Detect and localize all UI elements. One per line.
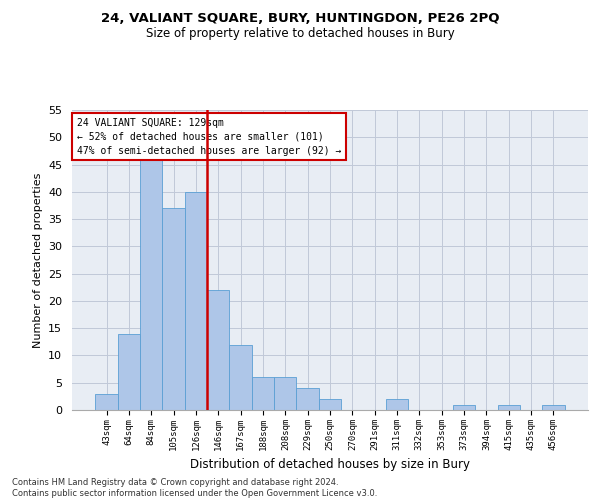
Bar: [207, 290, 229, 410]
Bar: [163, 208, 185, 410]
Bar: [542, 404, 565, 410]
Bar: [453, 404, 475, 410]
Bar: [252, 378, 274, 410]
Text: Size of property relative to detached houses in Bury: Size of property relative to detached ho…: [146, 28, 454, 40]
Y-axis label: Number of detached properties: Number of detached properties: [32, 172, 43, 348]
Bar: [319, 399, 341, 410]
X-axis label: Distribution of detached houses by size in Bury: Distribution of detached houses by size …: [190, 458, 470, 471]
Bar: [95, 394, 118, 410]
Bar: [229, 344, 252, 410]
Text: 24 VALIANT SQUARE: 129sqm
← 52% of detached houses are smaller (101)
47% of semi: 24 VALIANT SQUARE: 129sqm ← 52% of detac…: [77, 118, 341, 156]
Bar: [497, 404, 520, 410]
Text: Contains HM Land Registry data © Crown copyright and database right 2024.
Contai: Contains HM Land Registry data © Crown c…: [12, 478, 377, 498]
Bar: [185, 192, 207, 410]
Text: 24, VALIANT SQUARE, BURY, HUNTINGDON, PE26 2PQ: 24, VALIANT SQUARE, BURY, HUNTINGDON, PE…: [101, 12, 499, 26]
Bar: [296, 388, 319, 410]
Bar: [274, 378, 296, 410]
Bar: [140, 159, 163, 410]
Bar: [386, 399, 408, 410]
Bar: [118, 334, 140, 410]
